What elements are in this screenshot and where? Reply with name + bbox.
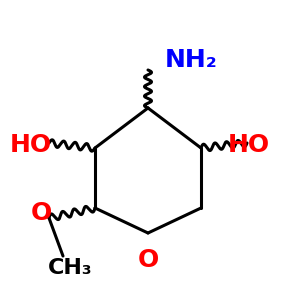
Text: CH₃: CH₃ — [48, 258, 92, 278]
Text: HO: HO — [10, 133, 52, 157]
Text: O: O — [31, 201, 52, 225]
Text: NH₂: NH₂ — [165, 48, 218, 72]
Text: HO: HO — [228, 133, 270, 157]
Text: O: O — [137, 248, 159, 272]
